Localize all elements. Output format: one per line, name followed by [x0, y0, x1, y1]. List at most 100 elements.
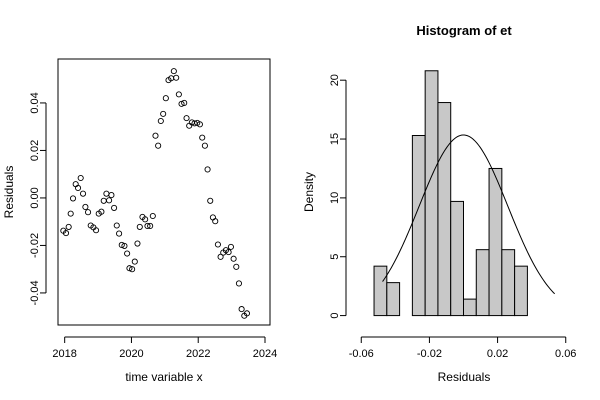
scatter-x-tick-label: 2020 [119, 348, 143, 360]
scatter-point [142, 216, 149, 223]
scatter-point [175, 91, 182, 98]
histogram-bars [373, 70, 528, 317]
histogram-x-tick-label: -0.02 [417, 348, 442, 360]
histogram-x-tick-label: 0.02 [487, 348, 508, 360]
scatter-point [77, 174, 84, 182]
scatter-point [144, 222, 151, 230]
histogram-bar [488, 167, 503, 317]
scatter-point [160, 110, 167, 117]
scatter-point [170, 68, 177, 75]
scatter-point [65, 223, 72, 230]
scatter-plot: 2018 2020 2022 2024 -0.04-0.020.000.020.04 … [2, 58, 277, 384]
scatter-point [204, 166, 211, 173]
scatter-x-axis: 2018 2020 2022 2024 [52, 336, 277, 360]
scatter-y-axis-label: Residuals [2, 166, 16, 219]
histogram-density-curve [382, 134, 556, 295]
histogram-y-axis-label: Density [302, 172, 316, 212]
scatter-point [225, 249, 232, 256]
histogram-bar [463, 298, 477, 317]
scatter-point [124, 250, 131, 257]
histogram-bar [475, 249, 490, 317]
scatter-point [79, 190, 87, 197]
histogram-y-axis: 0 5 10 15 20 [329, 74, 347, 319]
scatter-point [212, 218, 219, 225]
scatter-point [173, 74, 180, 81]
scatter-point [243, 310, 251, 317]
histogram-bar [386, 282, 401, 317]
scatter-point [233, 263, 240, 270]
scatter-point [62, 230, 70, 237]
scatter-y-tick-label: 0.04 [29, 92, 41, 113]
scatter-point [113, 222, 120, 229]
scatter-y-tick-label: -0.04 [29, 280, 41, 305]
scatter-point [227, 243, 234, 250]
scatter-points [60, 68, 251, 319]
histogram-x-tick-label: 0.06 [555, 348, 576, 360]
scatter-point [118, 241, 125, 249]
scatter-point [201, 142, 208, 149]
scatter-point [103, 190, 110, 197]
histogram-bar [450, 200, 465, 317]
histogram-bar [424, 70, 439, 317]
scatter-x-axis-label: time variable x [125, 370, 202, 384]
scatter-point [149, 212, 156, 220]
histogram-plot: Histogram of et -0.06 -0.02 0.02 0.06 0 5 10 1… [302, 23, 576, 384]
scatter-point [82, 203, 89, 211]
histogram-title: Histogram of et [416, 23, 512, 38]
scatter-point [121, 242, 128, 249]
histogram-bar [501, 249, 516, 317]
scatter-point [98, 208, 105, 215]
scatter-point [74, 184, 82, 192]
scatter-point [100, 197, 107, 204]
scatter-point [196, 121, 203, 128]
scatter-point [157, 117, 164, 125]
scatter-point [147, 222, 154, 230]
histogram-bar [411, 135, 426, 317]
histogram-bar [514, 265, 528, 317]
scatter-x-tick-label: 2022 [186, 348, 210, 360]
scatter-point [111, 204, 118, 211]
scatter-point [84, 209, 92, 216]
scatter-point [108, 192, 115, 199]
histogram-y-tick-label: 5 [329, 254, 341, 260]
histogram-x-axis: -0.06 -0.02 0.02 0.06 [349, 336, 576, 360]
scatter-x-tick-label: 2018 [52, 348, 76, 360]
scatter-point [186, 122, 193, 129]
scatter-point [72, 181, 79, 188]
histogram-x-tick-label: -0.06 [349, 348, 374, 360]
scatter-point [183, 115, 190, 122]
scatter-point [136, 223, 143, 230]
scatter-point [131, 258, 138, 265]
histogram-y-tick-label: 20 [329, 74, 341, 86]
scatter-y-axis: -0.04 -0.02 0.00 0.02 0.04 [29, 92, 47, 305]
scatter-point [155, 142, 162, 149]
scatter-point [207, 197, 214, 204]
scatter-y-tick-label: 0.02 [29, 140, 41, 161]
scatter-point [178, 100, 185, 107]
scatter-point [69, 195, 77, 202]
histogram-x-axis-label: Residuals [438, 370, 491, 384]
scatter-point [209, 214, 216, 221]
scatter-y-tick-label: -0.02 [29, 233, 41, 258]
histogram-bar [437, 102, 452, 317]
scatter-point [181, 99, 188, 106]
scatter-point [217, 253, 224, 260]
scatter-point [106, 197, 113, 204]
scatter-point [230, 255, 237, 262]
scatter-plot-frame [57, 58, 271, 326]
scatter-point [152, 132, 159, 139]
scatter-y-tick-label: 0.00 [29, 187, 41, 208]
scatter-point [238, 306, 245, 313]
scatter-point [214, 241, 221, 248]
scatter-point [93, 227, 100, 234]
scatter-point [162, 95, 169, 102]
scatter-point [199, 134, 206, 141]
histogram-y-tick-label: 0 [329, 313, 341, 319]
scatter-point [126, 265, 133, 272]
histogram-y-tick-label: 10 [329, 192, 341, 204]
scatter-point [129, 266, 136, 273]
scatter-x-tick-label: 2024 [253, 348, 277, 360]
scatter-point [116, 230, 123, 237]
scatter-point [67, 210, 74, 217]
